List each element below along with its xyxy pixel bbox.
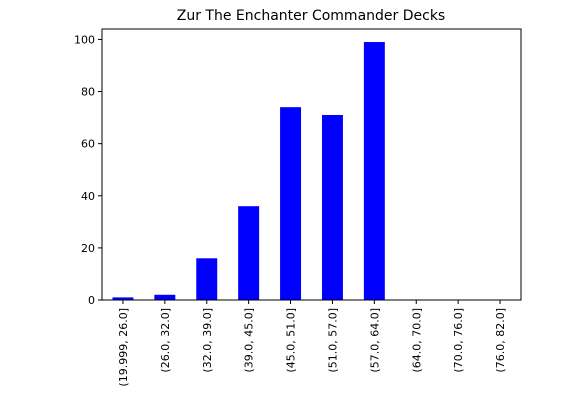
bar	[112, 297, 134, 300]
chart-title: Zur The Enchanter Commander Decks	[177, 8, 445, 24]
x-tick-label: (64.0, 70.0]	[410, 308, 423, 373]
x-axis: (19.999, 26.0] (26.0, 32.0] (32.0, 39.0] (3…	[117, 300, 507, 387]
x-tick-label: (26.0, 32.0]	[159, 308, 172, 373]
y-tick-label: 60	[81, 138, 95, 151]
x-tick-label: (19.999, 26.0]	[117, 308, 130, 387]
y-tick-label: 20	[81, 242, 95, 255]
bar	[280, 107, 302, 300]
y-axis: 0 20 40 60 80 100	[74, 33, 102, 307]
x-tick-label: (51.0, 57.0]	[326, 308, 339, 373]
x-tick-label: (32.0, 39.0]	[201, 308, 214, 373]
x-tick-label: (45.0, 51.0]	[285, 308, 298, 373]
y-tick-label: 100	[74, 33, 95, 46]
bar	[196, 258, 218, 300]
x-tick-label: (39.0, 45.0]	[243, 308, 256, 373]
bar	[363, 42, 385, 301]
plot-frame	[101, 28, 522, 301]
y-tick-label: 40	[81, 190, 95, 203]
bar	[154, 294, 176, 300]
x-tick-label: (76.0, 82.0]	[494, 308, 507, 373]
bar	[238, 206, 260, 300]
y-tick-label: 0	[88, 294, 95, 307]
x-tick-label: (57.0, 64.0]	[368, 308, 381, 373]
bars	[112, 42, 385, 301]
x-tick-label: (70.0, 76.0]	[452, 308, 465, 373]
bar	[321, 114, 343, 300]
y-tick-label: 80	[81, 86, 95, 99]
